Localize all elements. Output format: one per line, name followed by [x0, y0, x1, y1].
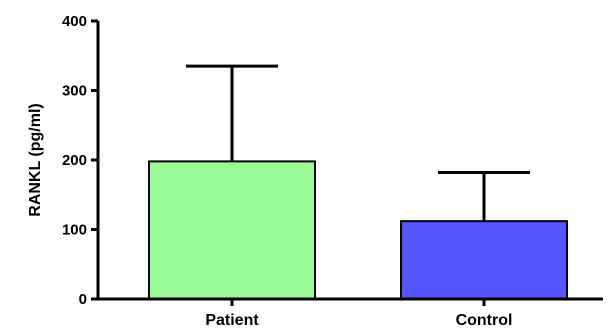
y-tick-label: 300	[62, 83, 87, 100]
error-bar-layer	[186, 64, 530, 222]
y-tick-label: 400	[62, 13, 87, 30]
x-category-layer: Patient Control	[205, 299, 512, 329]
bar-patient	[148, 160, 316, 300]
y-axis-title: RANKL (pg/ml)	[27, 103, 44, 216]
y-tick-label: 100	[62, 222, 87, 239]
y-tick-label: 0	[79, 291, 87, 308]
bar-layer	[148, 160, 568, 300]
y-tick-label: 200	[62, 152, 87, 169]
y-tick-layer: 0 100 200 300 400	[62, 13, 98, 308]
bar-control	[400, 220, 568, 300]
x-category-label: Control	[456, 312, 513, 329]
x-category-label: Patient	[205, 312, 259, 329]
